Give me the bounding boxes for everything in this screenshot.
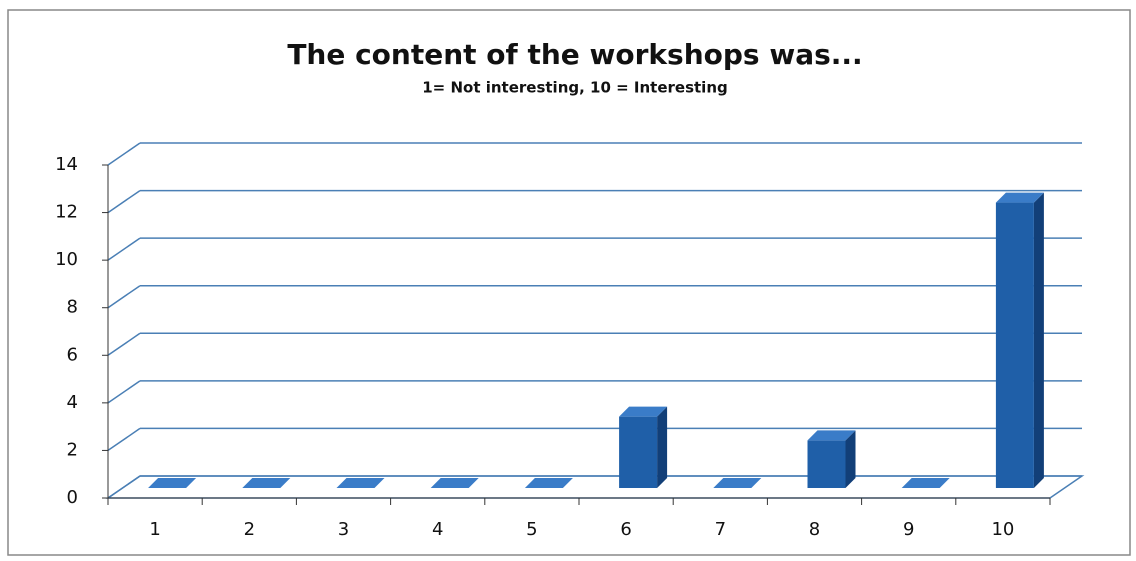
bar-top (148, 478, 197, 488)
bar-side (657, 406, 668, 488)
x-tick-label: 4 (432, 519, 443, 540)
chart-title: The content of the workshops was... (287, 38, 862, 71)
grid-depth (107, 332, 141, 356)
bar-front (619, 416, 658, 488)
bar (148, 478, 197, 488)
bar-top (619, 406, 668, 417)
bar-top (242, 478, 291, 488)
bar (713, 478, 762, 488)
bar-side (845, 430, 856, 488)
bar-front (807, 440, 846, 488)
bar-top (807, 430, 856, 441)
x-tick-label: 3 (338, 519, 349, 540)
y-tick-label: 10 (55, 249, 78, 270)
bar-top (995, 192, 1044, 203)
grid-depth (107, 285, 141, 309)
bar-top (524, 478, 573, 488)
bar (430, 478, 479, 488)
x-tick-label: 2 (244, 519, 255, 540)
bar-top (901, 478, 950, 488)
y-tick-label: 2 (67, 439, 78, 460)
bar (619, 406, 668, 488)
grid-depth (107, 380, 141, 404)
x-tick-label: 7 (715, 519, 726, 540)
y-tick-label: 4 (67, 392, 78, 413)
bar (524, 478, 573, 488)
x-tick-label: 8 (809, 519, 820, 540)
chart-subtitle: 1= Not interesting, 10 = Interesting (422, 79, 728, 97)
y-tick-label: 8 (67, 297, 78, 318)
bar-front (995, 202, 1034, 489)
x-tick-label: 9 (903, 519, 914, 540)
x-tick-label: 5 (526, 519, 537, 540)
y-tick-label: 12 (55, 202, 78, 223)
grid-depth (107, 237, 141, 261)
x-tick-label: 1 (149, 519, 160, 540)
y-tick-label: 6 (67, 344, 78, 365)
bar-side (1033, 192, 1044, 489)
x-tick-label: 10 (991, 519, 1014, 540)
bar (807, 430, 856, 488)
bar (901, 478, 950, 488)
chart-frame (7, 9, 1131, 556)
bar (995, 192, 1044, 489)
bar (336, 478, 385, 488)
grid-depth (107, 475, 141, 499)
bar (242, 478, 291, 488)
y-tick-label: 0 (67, 487, 78, 508)
bar-top (430, 478, 479, 488)
grid-depth (107, 427, 141, 452)
bar-top (336, 478, 385, 488)
bar-top (713, 478, 762, 488)
grid-depth (107, 189, 141, 214)
x-tick-label: 6 (620, 519, 631, 540)
y-tick-label: 14 (55, 154, 78, 175)
grid-depth (107, 142, 141, 166)
